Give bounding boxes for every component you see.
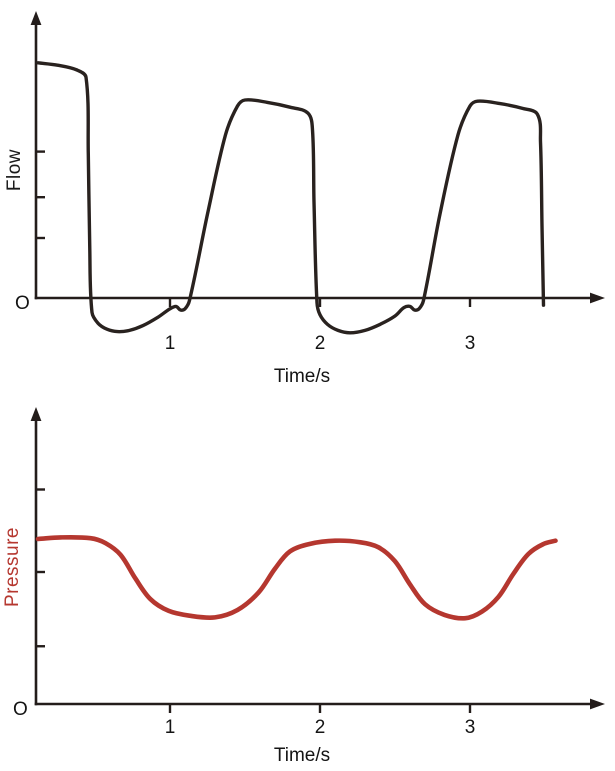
flow-x-axis-title: Time/s — [273, 366, 331, 387]
x-tick-label: 1 — [165, 333, 176, 354]
flow-y-axis-label: Flow — [4, 149, 25, 192]
x-tick-label: 2 — [315, 333, 326, 354]
x-tick-label: 2 — [315, 717, 326, 738]
x-tick-label: 3 — [465, 333, 476, 354]
pressure-x-axis-title: Time/s — [273, 745, 331, 766]
pressure-y-axis-label: Pressure — [2, 527, 23, 608]
x-tick-label: 1 — [165, 717, 176, 738]
pressure-vs-time-plot: 1 2 3 — [30, 407, 605, 738]
flow-origin-label: O — [15, 293, 30, 314]
x-axis-arrow-icon — [590, 292, 605, 304]
x-tick-label: 3 — [465, 717, 476, 738]
flow-vs-time-plot: 1 2 3 — [30, 11, 605, 354]
pressure-origin-label: O — [13, 699, 28, 720]
y-axis-arrow-icon — [30, 11, 42, 25]
pressure-curve — [35, 534, 558, 621]
y-axis-arrow-icon — [30, 407, 42, 421]
flow-curve — [36, 61, 546, 335]
x-axis-arrow-icon — [590, 698, 605, 710]
